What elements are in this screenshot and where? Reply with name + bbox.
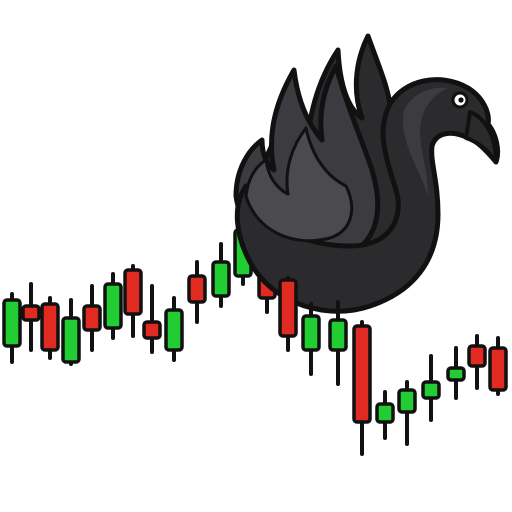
candle-body: [2, 298, 22, 348]
candle-body: [142, 320, 162, 340]
bear-candle: [142, 284, 162, 354]
front-candles: [278, 276, 372, 456]
bull-candle: [301, 302, 321, 376]
swan-wing-highlight: [244, 126, 354, 243]
swan-neck-shade: [402, 87, 448, 196]
black-swan-icon: [233, 33, 501, 314]
bull-candle: [421, 354, 441, 422]
candle-body: [375, 402, 395, 424]
candlestick-chart: [2, 226, 508, 446]
candle-body: [61, 316, 81, 364]
candle-body: [352, 324, 372, 424]
candle-body: [301, 314, 321, 352]
bull-candle: [328, 300, 348, 386]
bear-candle: [123, 264, 143, 338]
candle-body: [328, 318, 348, 352]
candle-body: [278, 278, 298, 338]
candle-body: [488, 346, 508, 392]
bull-candle: [61, 298, 81, 366]
bull-candle: [446, 346, 466, 400]
bear-candle: [82, 284, 102, 352]
bear-candle: [40, 296, 60, 360]
bull-candle: [375, 390, 395, 440]
candle-body: [82, 304, 102, 332]
bull-candle: [103, 272, 123, 340]
bull-candle: [164, 296, 184, 362]
candle-body: [421, 380, 441, 400]
swan-beak-icon: [464, 110, 498, 164]
swan-pupil: [458, 97, 464, 103]
bear-candle: [488, 336, 508, 396]
candle-body: [397, 388, 417, 414]
bear-candle: [278, 276, 298, 352]
bull-candle: [211, 242, 231, 308]
candle-body: [103, 282, 123, 330]
candle-body: [21, 304, 41, 322]
candle-body: [187, 274, 207, 304]
bear-candle: [352, 320, 372, 456]
candle-body: [40, 302, 60, 352]
candle-body: [446, 366, 466, 382]
candle-body: [123, 268, 143, 316]
bear-candle: [187, 260, 207, 324]
bull-candle: [397, 380, 417, 446]
candle-body: [467, 344, 487, 368]
bear-candle: [467, 334, 487, 390]
bull-candle: [2, 292, 22, 364]
bear-candle: [21, 282, 41, 352]
candle-body: [164, 308, 184, 352]
swan-body: [234, 77, 501, 314]
candle-body: [211, 260, 231, 298]
